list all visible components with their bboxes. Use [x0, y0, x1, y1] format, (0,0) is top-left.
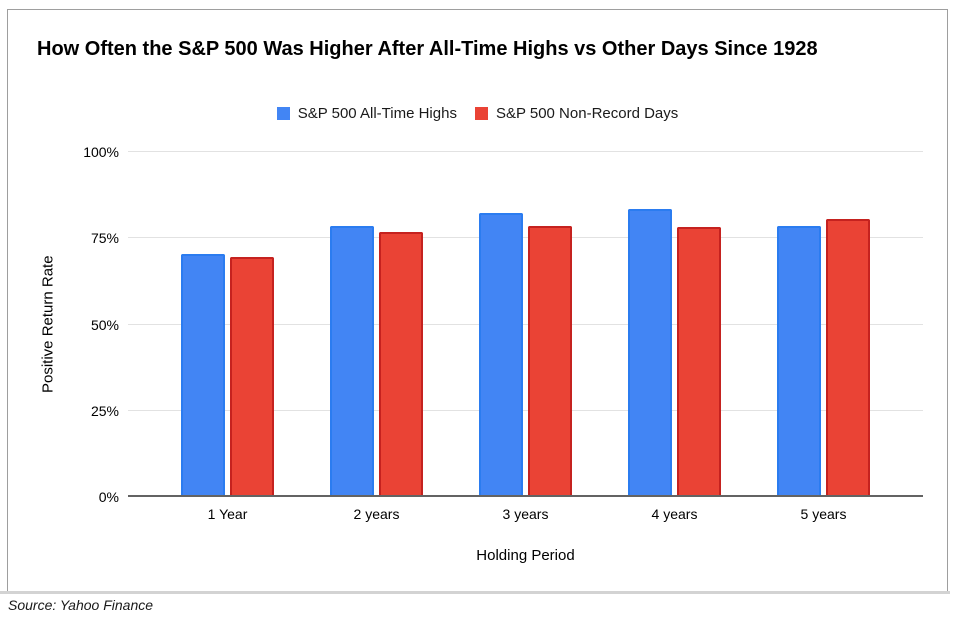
bar-group [451, 152, 600, 497]
bar [181, 254, 225, 497]
plot-area [128, 151, 923, 497]
gridline [128, 409, 923, 411]
x-axis-labels: 1 Year 2 years 3 years 4 years 5 years [153, 506, 898, 522]
gridline [128, 151, 923, 152]
bar [330, 226, 374, 497]
bar-group [749, 152, 898, 497]
legend-swatch [276, 107, 290, 120]
x-axis-label: 4 years [651, 506, 698, 522]
gridline [128, 323, 923, 325]
bar-group [153, 152, 302, 497]
bar [777, 225, 821, 497]
x-axis-label: 2 years [353, 506, 400, 522]
x-axis-line [128, 495, 923, 497]
bar [628, 208, 672, 497]
x-axis-label: 3 years [502, 506, 549, 522]
y-tick-label: 75% [90, 230, 119, 247]
source-caption: Source: Yahoo Finance [8, 597, 154, 613]
y-tick-label: 50% [90, 316, 119, 333]
x-axis-label: 5 years [800, 506, 847, 522]
y-tick-label: 25% [90, 402, 119, 419]
bar [826, 219, 870, 497]
bar [677, 227, 721, 497]
bar [230, 257, 274, 497]
bar-group [600, 152, 749, 497]
legend-swatch [474, 107, 488, 120]
chart-title: How Often the S&P 500 Was Higher After A… [37, 38, 818, 60]
x-axis-label: 1 Year [207, 506, 248, 522]
y-axis-ticks: 0% 25% 50% 75% 100% [8, 144, 119, 505]
legend: S&P 500 All-Time Highs S&P 500 Non-Recor… [8, 105, 947, 122]
bar [479, 212, 523, 497]
bar-group [302, 152, 451, 497]
legend-item-non-record-days: S&P 500 Non-Record Days [474, 105, 679, 122]
x-axis-title: Holding Period [476, 547, 575, 564]
bands [153, 152, 898, 497]
legend-label: S&P 500 All-Time Highs [297, 105, 457, 122]
gridline [128, 237, 923, 239]
bottom-divider [0, 591, 950, 594]
chart-card: How Often the S&P 500 Was Higher After A… [7, 9, 948, 591]
y-tick-label: 100% [83, 144, 119, 160]
y-tick-label: 0% [98, 489, 119, 505]
bar [379, 232, 423, 497]
bar [528, 225, 572, 497]
legend-label: S&P 500 Non-Record Days [495, 105, 679, 122]
legend-item-all-time-highs: S&P 500 All-Time Highs [276, 105, 457, 122]
